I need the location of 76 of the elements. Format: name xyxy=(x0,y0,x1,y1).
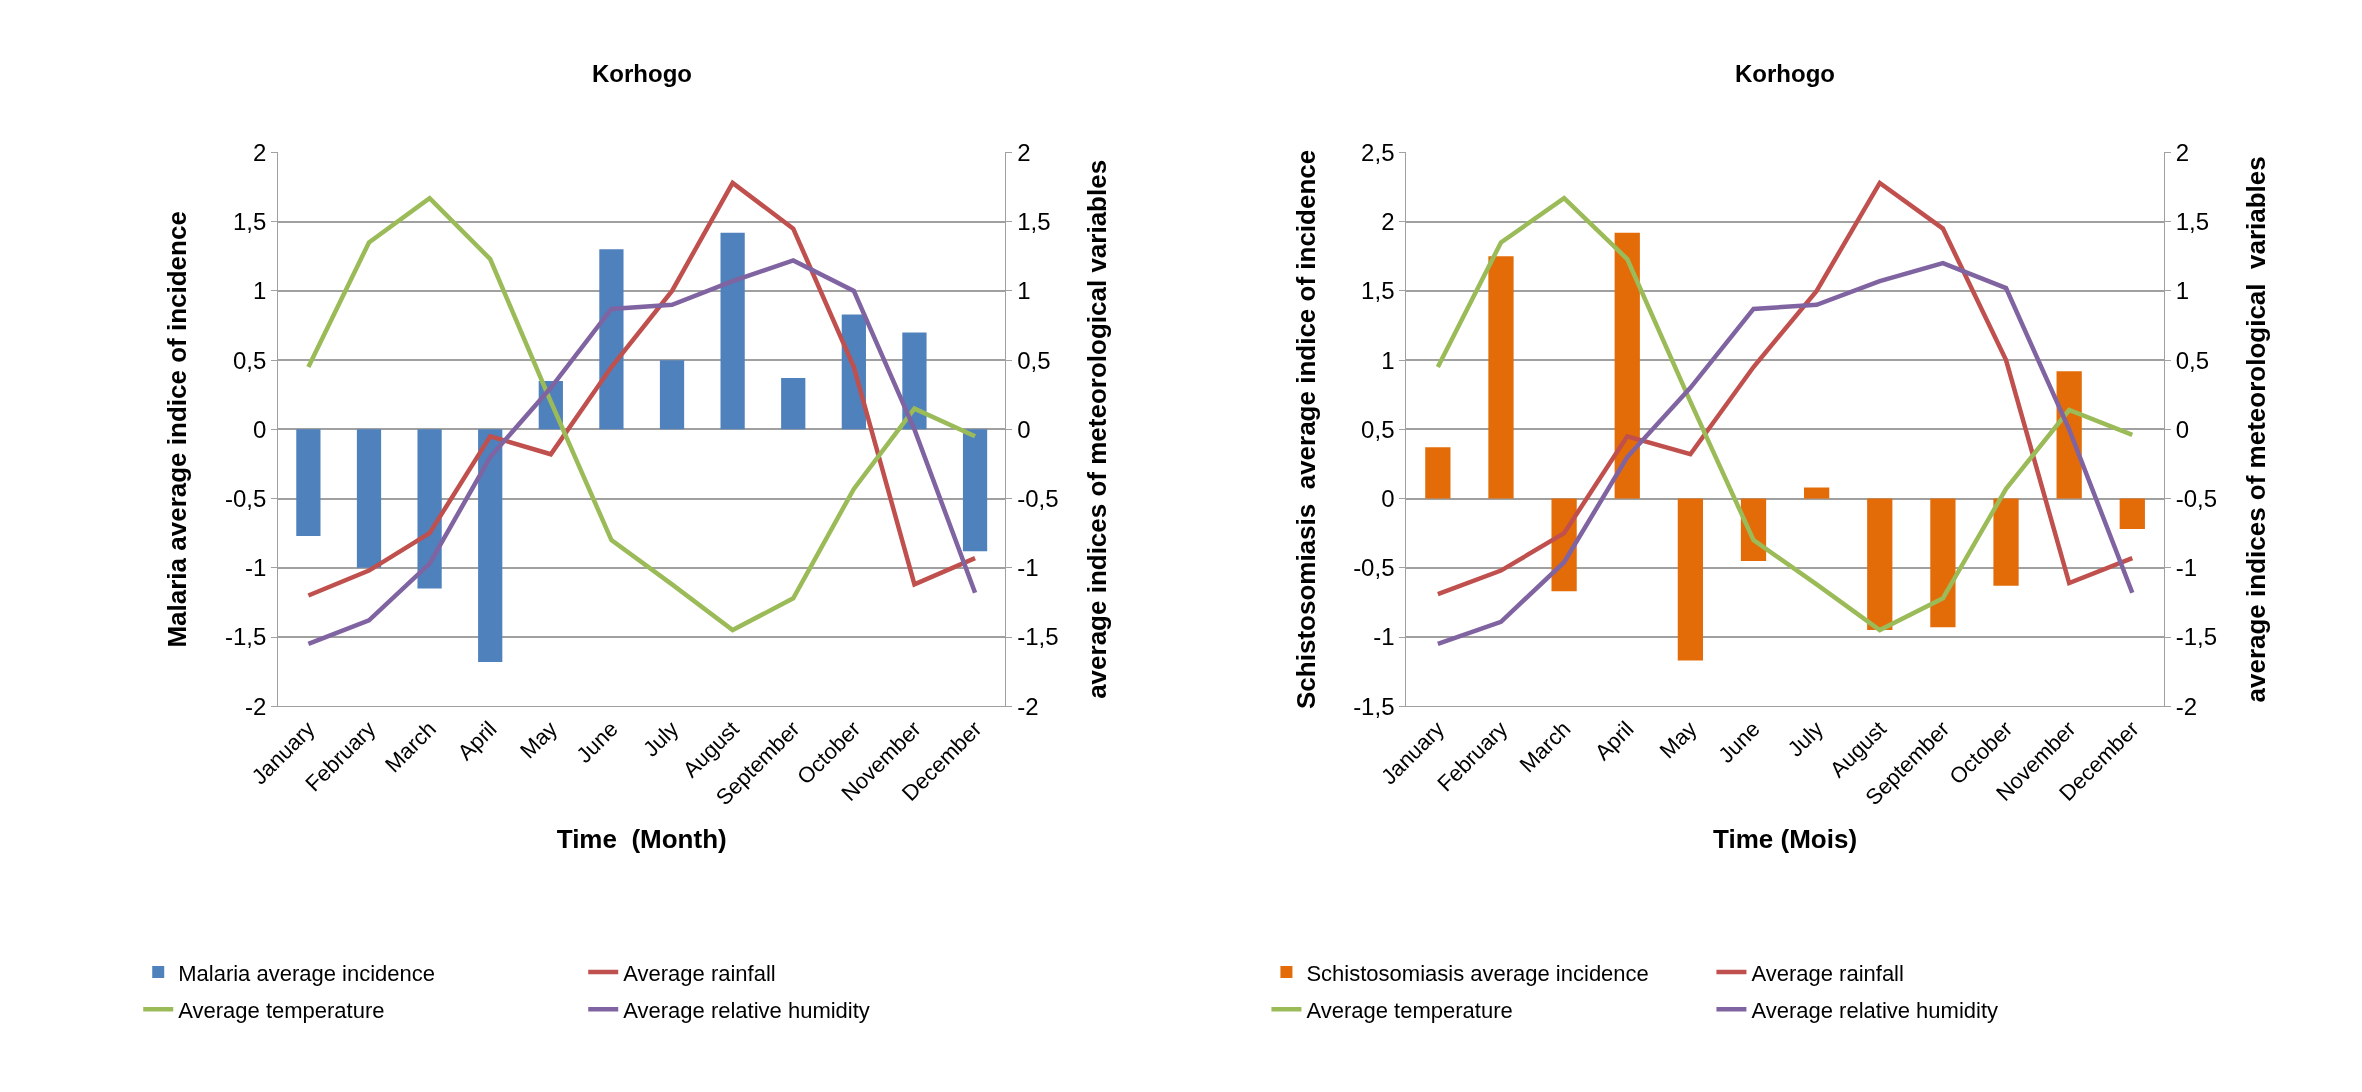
y-tick-label: 1 xyxy=(1381,346,1395,374)
bar xyxy=(599,249,624,430)
legend-label: Average temperature xyxy=(1306,997,1513,1023)
legend-label: Average rainfall xyxy=(1751,960,1904,986)
y2-tick-label: 1 xyxy=(1017,277,1031,305)
y-axis-title: Schistosomiasis average indice of incidence xyxy=(1290,149,1321,709)
y-tick-label: 0,5 xyxy=(232,346,267,374)
y-tick-label: 2,5 xyxy=(1361,138,1395,166)
y2-tick-label: 1 xyxy=(2175,277,2190,305)
bar xyxy=(356,429,382,568)
legend-label: Malaria average incidence xyxy=(178,960,436,986)
line-series xyxy=(306,258,978,647)
bar xyxy=(478,429,503,662)
y-tick-label: -1,5 xyxy=(224,623,267,651)
legend-label: Average temperature xyxy=(178,997,385,1023)
y2-tick-label: -1 xyxy=(2175,554,2198,582)
bar xyxy=(1488,256,1514,499)
bar xyxy=(1677,498,1704,661)
y-tick-label: -1 xyxy=(244,554,267,582)
bar xyxy=(659,360,685,430)
y-axis-title: Malaria average indice of incidence xyxy=(162,211,193,648)
bar xyxy=(720,232,745,430)
y-tick-label: 1,5 xyxy=(232,208,267,236)
y2-tick-label: -1,5 xyxy=(2175,623,2218,651)
bar xyxy=(296,429,321,536)
legend-label: Average relative humidity xyxy=(623,997,870,1023)
y2-axis-title: average indices of meteorological variables xyxy=(2240,156,2271,703)
y2-tick-label: -0,5 xyxy=(1017,484,1059,512)
y-tick-label: 0,5 xyxy=(1361,415,1395,443)
y2-tick-label: 0 xyxy=(2175,415,2190,443)
y2-tick-label: -0,5 xyxy=(2175,484,2218,512)
y2-axis-title: average indices of meteorological variables xyxy=(1082,159,1113,699)
bar xyxy=(1993,498,2019,586)
bar xyxy=(1614,232,1640,499)
bar xyxy=(1804,487,1830,499)
y2-tick-label: 2 xyxy=(1017,138,1031,166)
y-tick-label: 0 xyxy=(1381,484,1395,512)
y2-tick-label: 0,5 xyxy=(2175,346,2210,374)
y2-tick-label: -2 xyxy=(1017,692,1039,720)
y-tick-label: 1 xyxy=(252,277,267,305)
bar xyxy=(781,378,806,430)
y-tick-label: -2 xyxy=(244,692,267,720)
x-axis-title: Time (Month) xyxy=(556,823,727,854)
x-tick-label: July xyxy=(638,716,684,762)
y2-tick-label: 1,5 xyxy=(2175,208,2210,236)
x-axis-title: Time (Mois) xyxy=(1713,823,1858,854)
bar xyxy=(2119,498,2145,530)
y-tick-label: -1 xyxy=(1373,623,1395,651)
y2-tick-label: 0 xyxy=(1017,415,1031,443)
y-tick-label: -0,5 xyxy=(1353,554,1395,582)
y-tick-label: -0,5 xyxy=(224,484,267,512)
legend-label: Average rainfall xyxy=(623,960,776,986)
y-tick-label: 0 xyxy=(252,415,267,443)
bar xyxy=(1425,447,1451,499)
legend-label: Average relative humidity xyxy=(1751,997,1999,1023)
legend-label: Schistosomiasis average incidence xyxy=(1306,960,1649,986)
y-tick-label: 1,5 xyxy=(1361,277,1395,305)
x-tick-label: May xyxy=(1654,716,1702,764)
y-tick-label: 2 xyxy=(1381,208,1395,236)
y2-tick-label: 0,5 xyxy=(1017,346,1051,374)
bar xyxy=(962,429,988,552)
y2-tick-label: -1 xyxy=(1017,554,1039,582)
bar xyxy=(417,429,442,589)
y2-tick-label: 1,5 xyxy=(1017,208,1051,236)
bar xyxy=(1867,498,1893,631)
bar xyxy=(1930,498,1956,628)
line-series xyxy=(1435,260,2135,647)
y2-tick-label: -1,5 xyxy=(1017,623,1059,651)
y2-tick-label: -2 xyxy=(2175,692,2198,720)
y2-tick-label: 2 xyxy=(2175,138,2190,166)
x-tick-label: July xyxy=(1782,716,1828,762)
chart-title: Korhogo xyxy=(1735,60,1835,87)
chart-title: Korhogo xyxy=(592,60,692,87)
y-tick-label: 2 xyxy=(252,138,267,166)
y-tick-label: -1,5 xyxy=(1353,692,1395,720)
x-tick-label: May xyxy=(515,716,563,764)
